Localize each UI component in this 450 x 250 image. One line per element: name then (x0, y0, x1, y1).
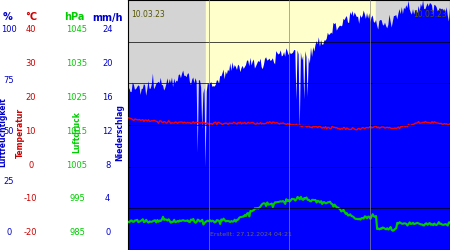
Text: 25: 25 (4, 178, 14, 186)
Text: hPa: hPa (64, 12, 85, 22)
Text: -10: -10 (24, 194, 37, 203)
Text: 24: 24 (103, 26, 113, 35)
Text: Erstellt: 27.12.2024 04:21: Erstellt: 27.12.2024 04:21 (210, 232, 292, 237)
Text: 0: 0 (28, 160, 33, 170)
Text: Luftdruck: Luftdruck (72, 112, 81, 154)
Text: 8: 8 (105, 160, 110, 170)
Text: 50: 50 (4, 127, 14, 136)
Text: 75: 75 (4, 76, 14, 85)
Text: 985: 985 (69, 228, 85, 237)
Text: Luftfeuchtigkeit: Luftfeuchtigkeit (0, 98, 8, 168)
Text: 0: 0 (6, 228, 12, 237)
Text: 10.03.23: 10.03.23 (413, 10, 447, 19)
Bar (376, 0, 450, 250)
Text: 10: 10 (26, 127, 36, 136)
Text: 1025: 1025 (67, 93, 87, 102)
Text: mm/h: mm/h (93, 12, 123, 22)
Text: 0: 0 (105, 228, 110, 237)
Text: 20: 20 (103, 59, 113, 68)
Text: 1035: 1035 (67, 59, 87, 68)
Bar (128, 0, 206, 250)
Text: 1015: 1015 (67, 127, 87, 136)
Text: 1005: 1005 (67, 160, 87, 170)
Text: -20: -20 (24, 228, 37, 237)
Text: 4: 4 (105, 194, 110, 203)
Text: 995: 995 (69, 194, 85, 203)
Text: 10.03.23: 10.03.23 (131, 10, 165, 19)
Text: 16: 16 (103, 93, 113, 102)
Text: 100: 100 (1, 26, 17, 35)
Text: Temperatur: Temperatur (15, 108, 24, 158)
Text: 40: 40 (26, 26, 36, 35)
Bar (206, 0, 376, 250)
Text: 1045: 1045 (67, 26, 87, 35)
Text: 12: 12 (103, 127, 113, 136)
Text: Niederschlag: Niederschlag (115, 104, 124, 161)
Text: %: % (3, 12, 13, 22)
Text: 20: 20 (26, 93, 36, 102)
Text: °C: °C (25, 12, 37, 22)
Text: 30: 30 (26, 59, 36, 68)
